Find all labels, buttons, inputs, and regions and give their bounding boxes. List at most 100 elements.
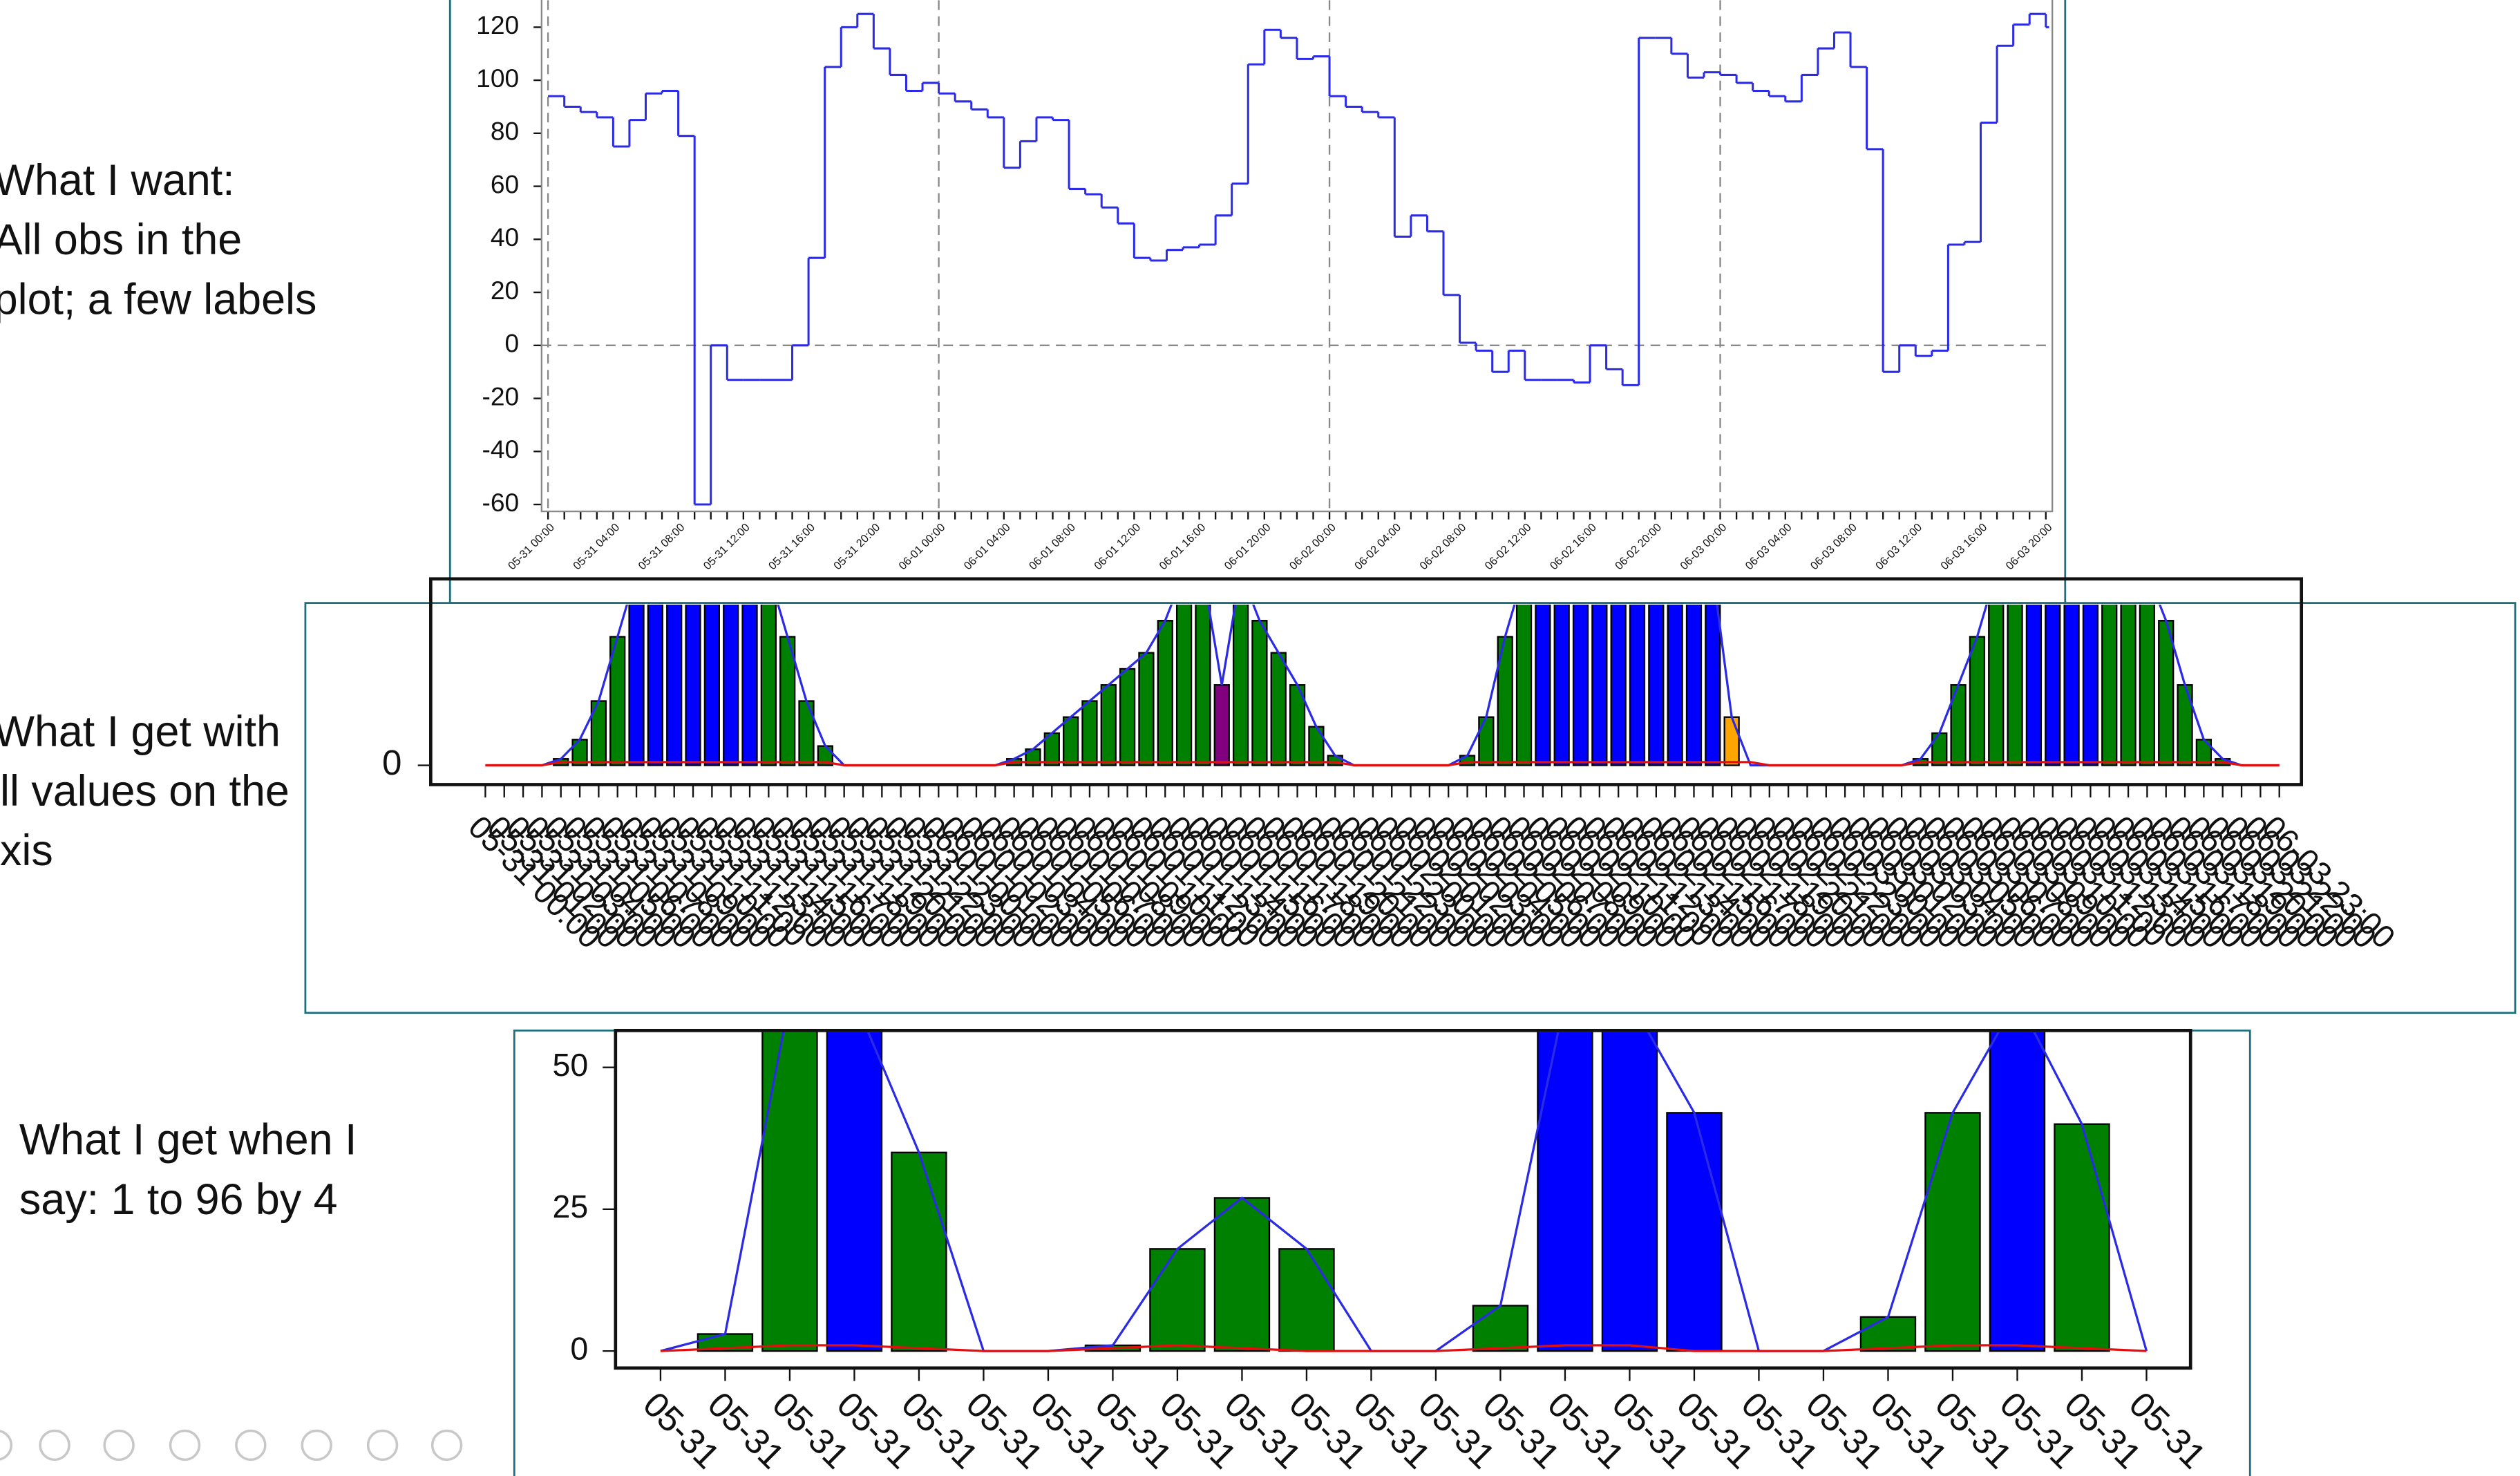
caption: xis [0,826,53,875]
x-tick-label: 06-03 00:00 [1678,521,1729,572]
x-tick-label: 06-01 16:00 [1157,521,1208,572]
bar [1100,684,1117,766]
caption: What I get with [0,708,281,756]
bar [1629,604,1646,766]
bar [1988,604,2005,766]
bar [1666,1112,1723,1352]
step-riser [563,14,2047,505]
x-tick-label: 05-31 04:00 [571,521,622,572]
bar [1472,1305,1529,1352]
caption: What I want: [0,156,235,205]
x-tick-label: 05-31 20:00 [831,521,882,572]
bar [1270,652,1287,766]
x-tick-label: 06-01 20:00 [1222,521,1273,572]
x-tick-label: 06-03 04:00 [1743,521,1794,572]
x-tick-label: 06-02 04:00 [1352,521,1403,572]
bar [1705,604,1721,766]
bar [1195,604,1211,766]
toolbar [0,1429,463,1461]
x-tick-label: 05-31 08:00 [636,521,687,572]
x-tick-label: 05-31 16:00 [766,521,817,572]
bar [1969,636,1986,766]
x-tick-label: 06-01 08:00 [1027,521,1078,572]
bar [1149,1248,1206,1352]
y-tick-label: 20 [491,276,519,305]
bar [703,604,720,766]
bar [2158,620,2175,766]
bar [1278,1248,1335,1352]
y-tick-label: -60 [482,488,519,517]
bar [1723,716,1740,766]
bar [1572,604,1589,766]
y-tick-label: 25 [553,1189,589,1224]
bar [2007,604,2023,766]
y-tick-label: 100 [476,64,519,93]
bar [1175,604,1193,766]
x-tick-label: 05-31 00:00 [506,521,557,572]
bar [2063,604,2080,766]
bar [1138,652,1155,766]
bar [2101,604,2118,766]
bar [1062,716,1079,766]
x-tick-label: 05-31 12:00 [701,521,752,572]
bar [826,1032,883,1352]
bar [761,1032,818,1352]
x-tick-label: 06-03 20:00 [2003,521,2054,572]
bar [2054,1123,2110,1352]
bar [1478,716,1495,766]
caption: What I get when I [19,1116,357,1164]
plot-area [541,0,2053,512]
bar [1213,684,1230,766]
bar [1667,604,1683,766]
bar [685,604,701,766]
bar [647,604,664,766]
y-tick-label: 50 [553,1047,589,1083]
x-tick-label: 06-03 12:00 [1873,521,1924,572]
caption: plot; a few labels [0,275,316,323]
bar [2120,604,2137,766]
y-tick-label: 40 [491,223,519,252]
bar [628,604,645,766]
bar [741,604,758,766]
caption: All obs in the [0,216,242,264]
bar [1232,604,1249,766]
bar [1989,1032,2046,1352]
plot-area [485,604,2280,767]
y-tick-label: 0 [570,1330,588,1366]
bar [1601,1032,1658,1352]
y-tick-label: -40 [482,435,519,464]
x-tick-label: 06-02 12:00 [1483,521,1534,572]
x-tick-label: 06-02 16:00 [1548,521,1599,572]
x-tick-label: 06-01 00:00 [896,521,947,572]
bar [1251,620,1268,766]
plot-area [660,1032,2148,1352]
bar [1553,604,1570,766]
plot-frame [540,0,2054,513]
x-tick-label: 06-01 12:00 [1092,521,1143,572]
bar [891,1151,947,1352]
bar [1157,620,1173,766]
panel [448,0,2067,605]
bar [2139,604,2156,766]
plot-frame [429,577,2304,786]
caption: say: 1 to 96 by 4 [19,1175,338,1224]
bar [1931,732,1948,766]
plot-frame [614,1028,2192,1370]
bar [666,604,683,766]
y-tick-label: 0 [382,743,401,782]
y-tick-label: 120 [476,10,519,39]
bar [1119,668,1136,766]
bar [1924,1112,1981,1352]
bar [2045,604,2061,766]
bar [723,604,739,766]
bar [1537,1032,1593,1352]
y-tick-label: 0 [505,329,520,358]
x-tick-label: 06-02 00:00 [1287,521,1338,572]
y-tick-label: -20 [482,381,519,410]
bar [1591,604,1608,766]
y-tick-label: 60 [491,169,519,198]
x-tick-label: 06-02 20:00 [1613,521,1664,572]
